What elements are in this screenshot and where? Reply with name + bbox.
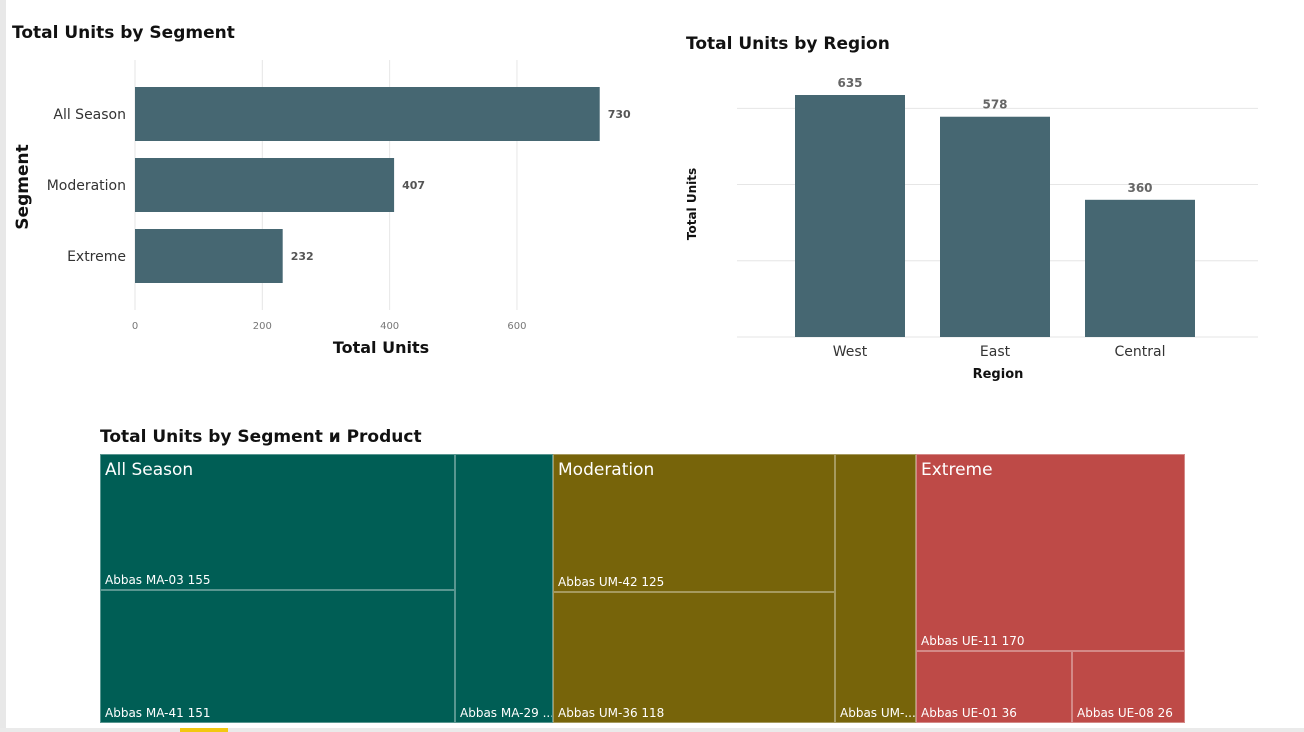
treemap-cell-abbas-um-other[interactable]: Abbas UM-...	[835, 454, 916, 723]
segment-chart-title: Total Units by Segment	[12, 23, 235, 43]
data-label: 730	[608, 108, 631, 121]
x-tick-label: 400	[380, 321, 399, 332]
segment-bar-chart[interactable]: 0 200 400 600 All Season 730 Moderation 407 Extr…	[0, 50, 660, 365]
data-label: 407	[402, 179, 425, 192]
treemap-cell-label: Abbas MA-29 ...	[460, 706, 553, 720]
x-axis-title: Total Units	[333, 338, 429, 357]
treemap-group-label-moderation: Moderation	[558, 460, 655, 480]
treemap-cell-label: Abbas UE-08 26	[1077, 706, 1173, 720]
x-tick-label: 0	[132, 321, 138, 332]
treemap-cell-abbas-ma-03[interactable]: All Season Abbas MA-03 155	[100, 454, 455, 590]
bar-all-season[interactable]	[135, 87, 600, 141]
data-label: 578	[982, 98, 1007, 112]
data-label: 635	[837, 76, 862, 90]
y-tick-label: All Season	[53, 107, 126, 123]
y-tick-label: Moderation	[47, 178, 126, 194]
x-axis-title: Region	[973, 367, 1024, 382]
x-tick-label: 200	[253, 321, 272, 332]
treemap-cell-abbas-ma-29[interactable]: Abbas MA-29 ...	[455, 454, 553, 723]
canvas-left-edge	[0, 0, 6, 732]
data-label: 232	[291, 250, 314, 263]
treemap-cell-abbas-ma-41[interactable]: Abbas MA-41 151	[100, 590, 455, 723]
treemap-cell-abbas-ue-11[interactable]: Extreme Abbas UE-11 170	[916, 454, 1185, 651]
bar-central[interactable]	[1085, 199, 1195, 337]
page-tab-strip	[0, 728, 1304, 732]
treemap-cell-abbas-ue-08[interactable]: Abbas UE-08 26	[1072, 651, 1185, 723]
treemap-cell-label: Abbas UM-...	[840, 706, 916, 720]
treemap-cell-label: Abbas MA-03 155	[105, 573, 211, 587]
region-bar-chart[interactable]: 635 West 578 East 360 Central Region Total Unit…	[670, 60, 1290, 390]
treemap-cell-label: Abbas UE-11 170	[921, 634, 1025, 648]
treemap-cell-abbas-um-42[interactable]: Moderation Abbas UM-42 125	[553, 454, 835, 592]
region-chart-title: Total Units by Region	[686, 34, 890, 54]
bar-extreme[interactable]	[135, 229, 283, 283]
treemap-cell-abbas-ue-01[interactable]: Abbas UE-01 36	[916, 651, 1072, 723]
treemap-cell-label: Abbas MA-41 151	[105, 706, 211, 720]
bar-east[interactable]	[940, 116, 1050, 337]
treemap-cell-label: Abbas UE-01 36	[921, 706, 1017, 720]
y-axis-title: Total Units	[685, 168, 699, 240]
x-tick-label: East	[980, 344, 1011, 360]
bar-west[interactable]	[795, 95, 905, 337]
treemap-cell-label: Abbas UM-36 118	[558, 706, 665, 720]
treemap-group-label-extreme: Extreme	[921, 460, 993, 480]
treemap-cell-label: Abbas UM-42 125	[558, 575, 665, 589]
y-axis-title: Segment	[13, 144, 33, 229]
y-tick-label: Extreme	[67, 249, 126, 265]
x-tick-label: 600	[507, 321, 526, 332]
treemap-group-label-all-season: All Season	[105, 460, 194, 480]
data-label: 360	[1127, 181, 1152, 195]
x-tick-label: West	[833, 344, 868, 360]
treemap-title: Total Units by Segment и Product	[100, 427, 422, 447]
bar-moderation[interactable]	[135, 158, 395, 212]
treemap-cell-abbas-um-36[interactable]: Abbas UM-36 118	[553, 592, 835, 723]
x-tick-label: Central	[1115, 344, 1166, 360]
active-page-tab[interactable]	[180, 728, 228, 732]
